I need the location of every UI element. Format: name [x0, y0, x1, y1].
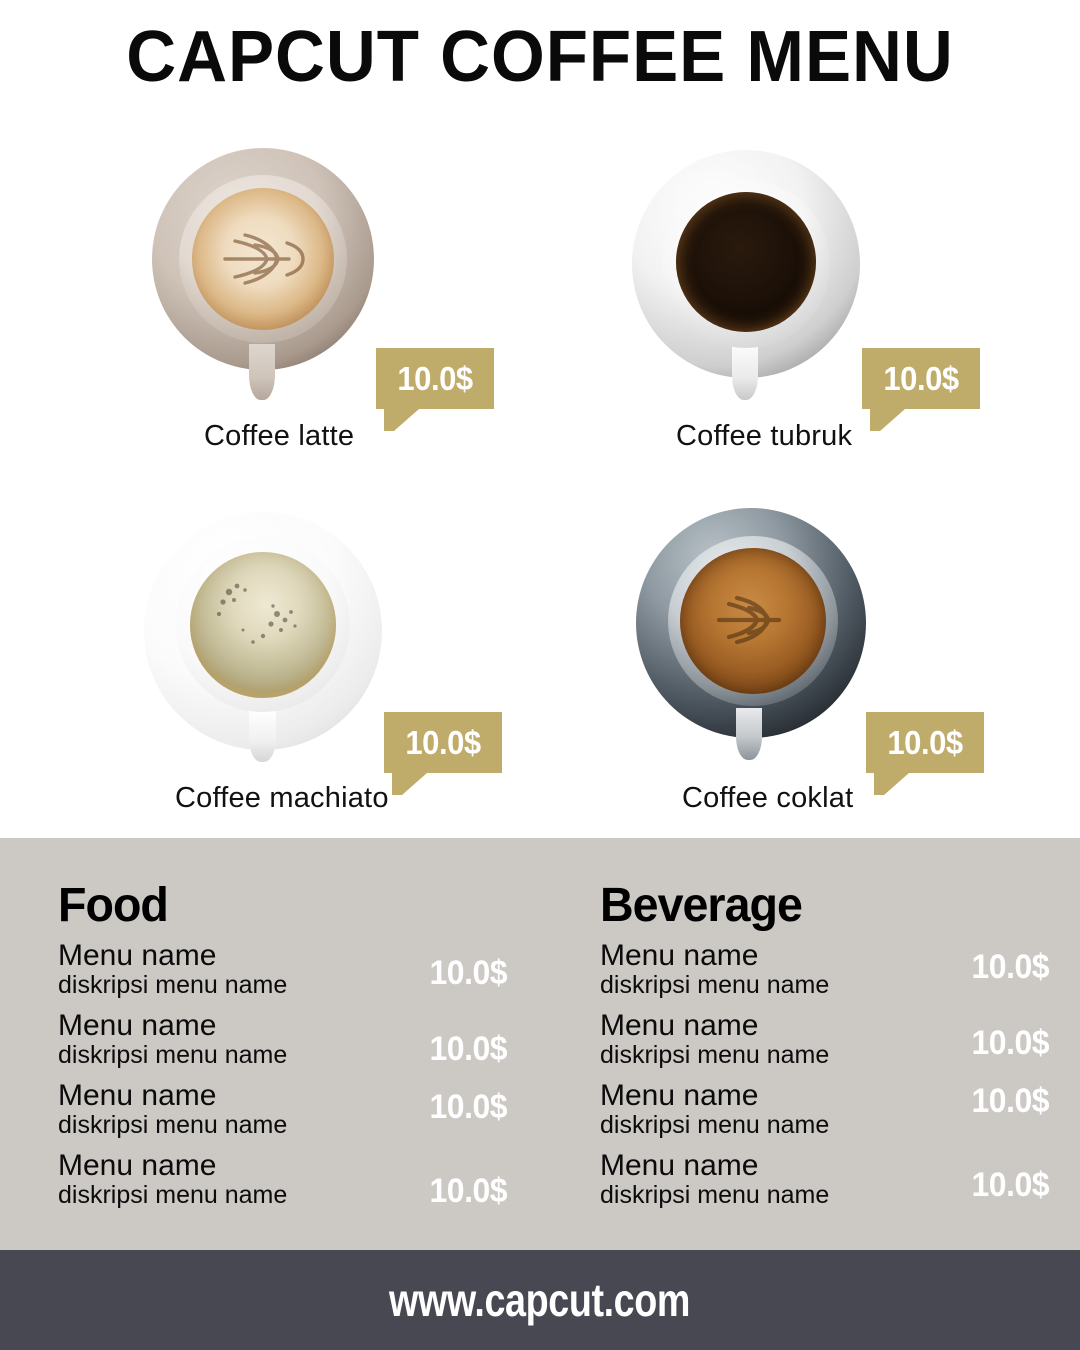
product-label: Coffee latte	[204, 420, 355, 452]
price-value: 10.0$	[883, 359, 959, 397]
menu-item-name: Menu name	[600, 1009, 759, 1042]
coffee-latte-image	[152, 148, 374, 400]
menu-item-row[interactable]: Menu name diskripsi menu name 10.0$	[58, 1080, 510, 1150]
menu-item-row[interactable]: Menu name diskripsi menu name 10.0$	[58, 1010, 510, 1080]
section-heading-beverage: Beverage	[600, 879, 803, 932]
section-heading-food: Food	[58, 879, 169, 932]
menu-item-desc: diskripsi menu name	[58, 1180, 288, 1209]
product-label: Coffee machiato	[175, 782, 389, 814]
price-badge[interactable]: 10.0$	[376, 348, 494, 431]
menu-item-price: 10.0$	[429, 1172, 508, 1210]
menu-item-row[interactable]: Menu name diskripsi menu name 10.0$	[600, 1080, 1052, 1150]
menu-item-price: 10.0$	[429, 1088, 508, 1126]
menu-item-row[interactable]: Menu name diskripsi menu name 10.0$	[58, 1150, 510, 1220]
menu-panel: Food Menu name diskripsi menu name 10.0$…	[0, 838, 1080, 1250]
coffee-surface	[676, 192, 816, 332]
menu-item-desc: diskripsi menu name	[600, 1040, 830, 1069]
menu-item-desc: diskripsi menu name	[58, 1110, 288, 1139]
menu-item-name: Menu name	[600, 1149, 759, 1182]
menu-item-name: Menu name	[600, 1079, 759, 1112]
badge-tail-icon	[392, 773, 427, 795]
cup-handle	[736, 708, 762, 760]
price-value: 10.0$	[397, 359, 473, 397]
menu-item-name: Menu name	[600, 939, 759, 972]
menu-item-desc: diskripsi menu name	[58, 1040, 288, 1069]
menu-item-text: Menu name diskripsi menu name	[600, 1150, 829, 1208]
product-label: Coffee tubruk	[676, 420, 853, 452]
menu-item-name: Menu name	[58, 939, 217, 972]
website-url[interactable]: www.capcut.com	[389, 1274, 691, 1326]
price-value: 10.0$	[887, 723, 963, 761]
menu-item-desc: diskripsi menu name	[58, 970, 288, 999]
menu-item-price: 10.0$	[971, 1166, 1050, 1204]
badge-tail-icon	[870, 409, 905, 431]
coffee-coklat-image	[636, 508, 866, 760]
badge-tail-icon	[874, 773, 909, 795]
cup-handle	[732, 346, 758, 400]
menu-item-name: Menu name	[58, 1009, 217, 1042]
menu-item-row[interactable]: Menu name diskripsi menu name 10.0$	[600, 1010, 1052, 1080]
food-item-list: Menu name diskripsi menu name 10.0$ Menu…	[58, 940, 510, 1220]
price-value: 10.0$	[405, 723, 481, 761]
badge-tail-icon	[384, 409, 419, 431]
menu-item-row[interactable]: Menu name diskripsi menu name 10.0$	[58, 940, 510, 1010]
menu-item-text: Menu name diskripsi menu name	[58, 1080, 287, 1138]
menu-item-price: 10.0$	[971, 1024, 1050, 1062]
price-badge[interactable]: 10.0$	[866, 712, 984, 795]
menu-item-text: Menu name diskripsi menu name	[58, 940, 287, 998]
menu-item-price: 10.0$	[429, 1030, 508, 1068]
menu-item-text: Menu name diskripsi menu name	[58, 1150, 287, 1208]
menu-item-name: Menu name	[58, 1149, 217, 1182]
coffee-surface	[190, 552, 336, 698]
latte-art-icon	[707, 582, 799, 660]
product-label: Coffee coklat	[682, 782, 854, 814]
cup-handle	[249, 344, 275, 400]
menu-item-desc: diskripsi menu name	[600, 970, 830, 999]
menu-column-beverage: Beverage Menu name diskripsi menu name 1…	[600, 882, 1052, 1220]
menu-item-row[interactable]: Menu name diskripsi menu name 10.0$	[600, 940, 1052, 1010]
product-grid: 10.0$ Coffee latte 10.0$ Coffee tubruk	[144, 148, 984, 814]
price-badge[interactable]: 10.0$	[384, 712, 502, 795]
menu-item-desc: diskripsi menu name	[600, 1110, 830, 1139]
menu-item-price: 10.0$	[429, 954, 508, 992]
menu-item-text: Menu name diskripsi menu name	[600, 1010, 829, 1068]
menu-item-price: 10.0$	[971, 1082, 1050, 1120]
menu-item-desc: diskripsi menu name	[600, 1180, 830, 1209]
menu-item-price: 10.0$	[971, 948, 1050, 986]
menu-column-food: Food Menu name diskripsi menu name 10.0$…	[58, 882, 510, 1220]
footer-bar: www.capcut.com	[0, 1250, 1080, 1350]
cup-handle	[249, 710, 276, 762]
price-badge[interactable]: 10.0$	[862, 348, 980, 431]
menu-item-name: Menu name	[58, 1079, 217, 1112]
menu-item-text: Menu name diskripsi menu name	[600, 940, 829, 998]
coffee-machiato-image	[144, 512, 382, 762]
menu-item-row[interactable]: Menu name diskripsi menu name 10.0$	[600, 1150, 1052, 1220]
beverage-item-list: Menu name diskripsi menu name 10.0$ Menu…	[600, 940, 1052, 1220]
menu-item-text: Menu name diskripsi menu name	[58, 1010, 287, 1068]
page-title: CAPCUT COFFEE MENU	[126, 17, 954, 97]
menu-item-text: Menu name diskripsi menu name	[600, 1080, 829, 1138]
latte-art-icon	[215, 219, 311, 299]
crema-bubbles-icon	[203, 570, 323, 680]
coffee-tubruk-image	[632, 150, 860, 400]
